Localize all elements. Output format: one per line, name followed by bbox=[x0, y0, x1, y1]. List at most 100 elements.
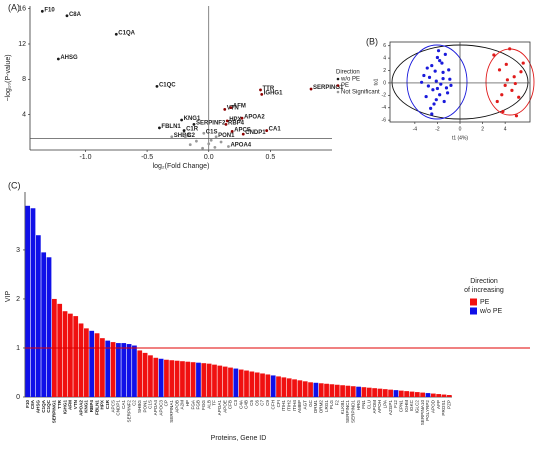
x-tick-label: FGB bbox=[196, 400, 201, 409]
x-tick-label: FGA bbox=[190, 399, 195, 409]
bar bbox=[222, 366, 228, 397]
x-tick-label: C4B bbox=[244, 400, 249, 409]
x-tick-label: IGHG1 bbox=[62, 400, 67, 415]
x-tick-label: HPX bbox=[100, 399, 105, 409]
data-point bbox=[65, 14, 69, 18]
data-point bbox=[420, 80, 424, 84]
point-label: SERPING1 bbox=[313, 85, 344, 91]
x-tick-label: HRG bbox=[356, 400, 361, 411]
x-tick-label: IGLC2 bbox=[415, 400, 420, 414]
x-tick-label: APOA1 bbox=[217, 400, 222, 416]
y-tick-label: 0 bbox=[16, 394, 20, 401]
x-tick-label: CP bbox=[164, 400, 169, 406]
data-point bbox=[425, 66, 429, 70]
bar bbox=[366, 387, 372, 397]
data-point bbox=[182, 129, 186, 132]
point-label: C1QC bbox=[159, 82, 176, 88]
data-point bbox=[444, 86, 449, 90]
bar bbox=[73, 316, 79, 397]
x-tick-label: APOA4 bbox=[153, 400, 158, 416]
x-axis-title: Proteins, Gene ID bbox=[211, 435, 267, 442]
x-tick-label: AGT bbox=[302, 400, 307, 410]
x-tick-label: APCS bbox=[110, 400, 115, 413]
data-point bbox=[209, 138, 213, 142]
legend-marker bbox=[336, 77, 340, 81]
data-point bbox=[309, 87, 313, 91]
bar bbox=[89, 330, 95, 397]
data-point bbox=[56, 57, 60, 61]
x-tick-label: SERPINF2 bbox=[126, 400, 131, 423]
bar bbox=[137, 350, 143, 397]
bar bbox=[302, 381, 308, 397]
point-label: PON1 bbox=[218, 133, 235, 139]
y-tick-label: 4 bbox=[383, 55, 386, 61]
bar bbox=[356, 386, 361, 397]
x-tick-label: 0.0 bbox=[204, 154, 214, 161]
data-point bbox=[227, 145, 230, 148]
data-point bbox=[426, 84, 430, 88]
bar bbox=[158, 358, 164, 397]
legend-swatch bbox=[470, 298, 477, 306]
y-tick-label: 12 bbox=[18, 41, 26, 48]
bar bbox=[153, 357, 159, 397]
x-tick-label: C5 bbox=[249, 400, 254, 406]
legend-label: PE bbox=[341, 83, 349, 89]
bar bbox=[441, 394, 447, 397]
data-point bbox=[224, 122, 228, 126]
point-label: KNG1 bbox=[184, 116, 201, 122]
x-tick-label: F10 bbox=[25, 400, 30, 408]
data-point bbox=[510, 88, 514, 92]
x-tick-label: IGHM bbox=[404, 400, 409, 412]
bar bbox=[185, 361, 191, 397]
data-point bbox=[430, 112, 434, 116]
x-tick-label: C3 bbox=[233, 400, 238, 406]
data-point bbox=[435, 86, 440, 91]
x-tick-label: APOM bbox=[372, 400, 377, 414]
y-tick-label: 1 bbox=[16, 345, 20, 352]
point-label: SHBG bbox=[174, 133, 192, 139]
bar bbox=[190, 362, 196, 397]
data-point bbox=[445, 91, 450, 95]
panel-label: (B) bbox=[366, 36, 378, 46]
y-tick-label: -4 bbox=[382, 105, 387, 111]
data-point bbox=[441, 76, 445, 81]
x-tick-label: C1S bbox=[148, 400, 153, 409]
y-tick-label: 6 bbox=[383, 43, 386, 49]
bar bbox=[260, 373, 265, 397]
bar bbox=[196, 362, 201, 397]
bar bbox=[110, 342, 116, 397]
data-point bbox=[492, 53, 496, 57]
point-label: C1R bbox=[186, 127, 199, 133]
group-ellipse bbox=[406, 44, 468, 120]
bar bbox=[361, 387, 367, 397]
x-tick-label: C1R bbox=[105, 399, 110, 409]
data-point bbox=[504, 62, 508, 66]
point-label: C1QA bbox=[118, 30, 135, 36]
x-tick-label: ALB bbox=[206, 400, 211, 409]
data-point bbox=[240, 116, 244, 120]
bar bbox=[324, 383, 329, 397]
bar bbox=[292, 379, 297, 397]
bar bbox=[62, 311, 68, 397]
x-tick-label: 4 bbox=[504, 126, 507, 132]
bar bbox=[105, 340, 111, 397]
point-label: APCS bbox=[234, 128, 251, 134]
x-tick-label: LPA bbox=[383, 399, 388, 408]
bar bbox=[228, 367, 233, 397]
x-tick-label: CFI bbox=[276, 400, 281, 407]
bar bbox=[244, 370, 249, 397]
x-tick-label: FN1 bbox=[361, 400, 366, 409]
x-tick-label: APOD bbox=[431, 399, 436, 413]
x-tick-label: C6 bbox=[254, 400, 259, 406]
data-point bbox=[495, 99, 499, 104]
bar bbox=[425, 393, 431, 397]
x-tick-label: AHSG bbox=[36, 400, 41, 414]
data-point bbox=[424, 94, 428, 99]
bar bbox=[276, 376, 281, 397]
y-tick-label: 4 bbox=[22, 112, 26, 119]
bar bbox=[334, 384, 340, 397]
bar bbox=[270, 375, 276, 397]
data-point bbox=[514, 114, 519, 118]
bar bbox=[318, 383, 324, 397]
x-tick-label: APOA2 bbox=[78, 400, 83, 416]
